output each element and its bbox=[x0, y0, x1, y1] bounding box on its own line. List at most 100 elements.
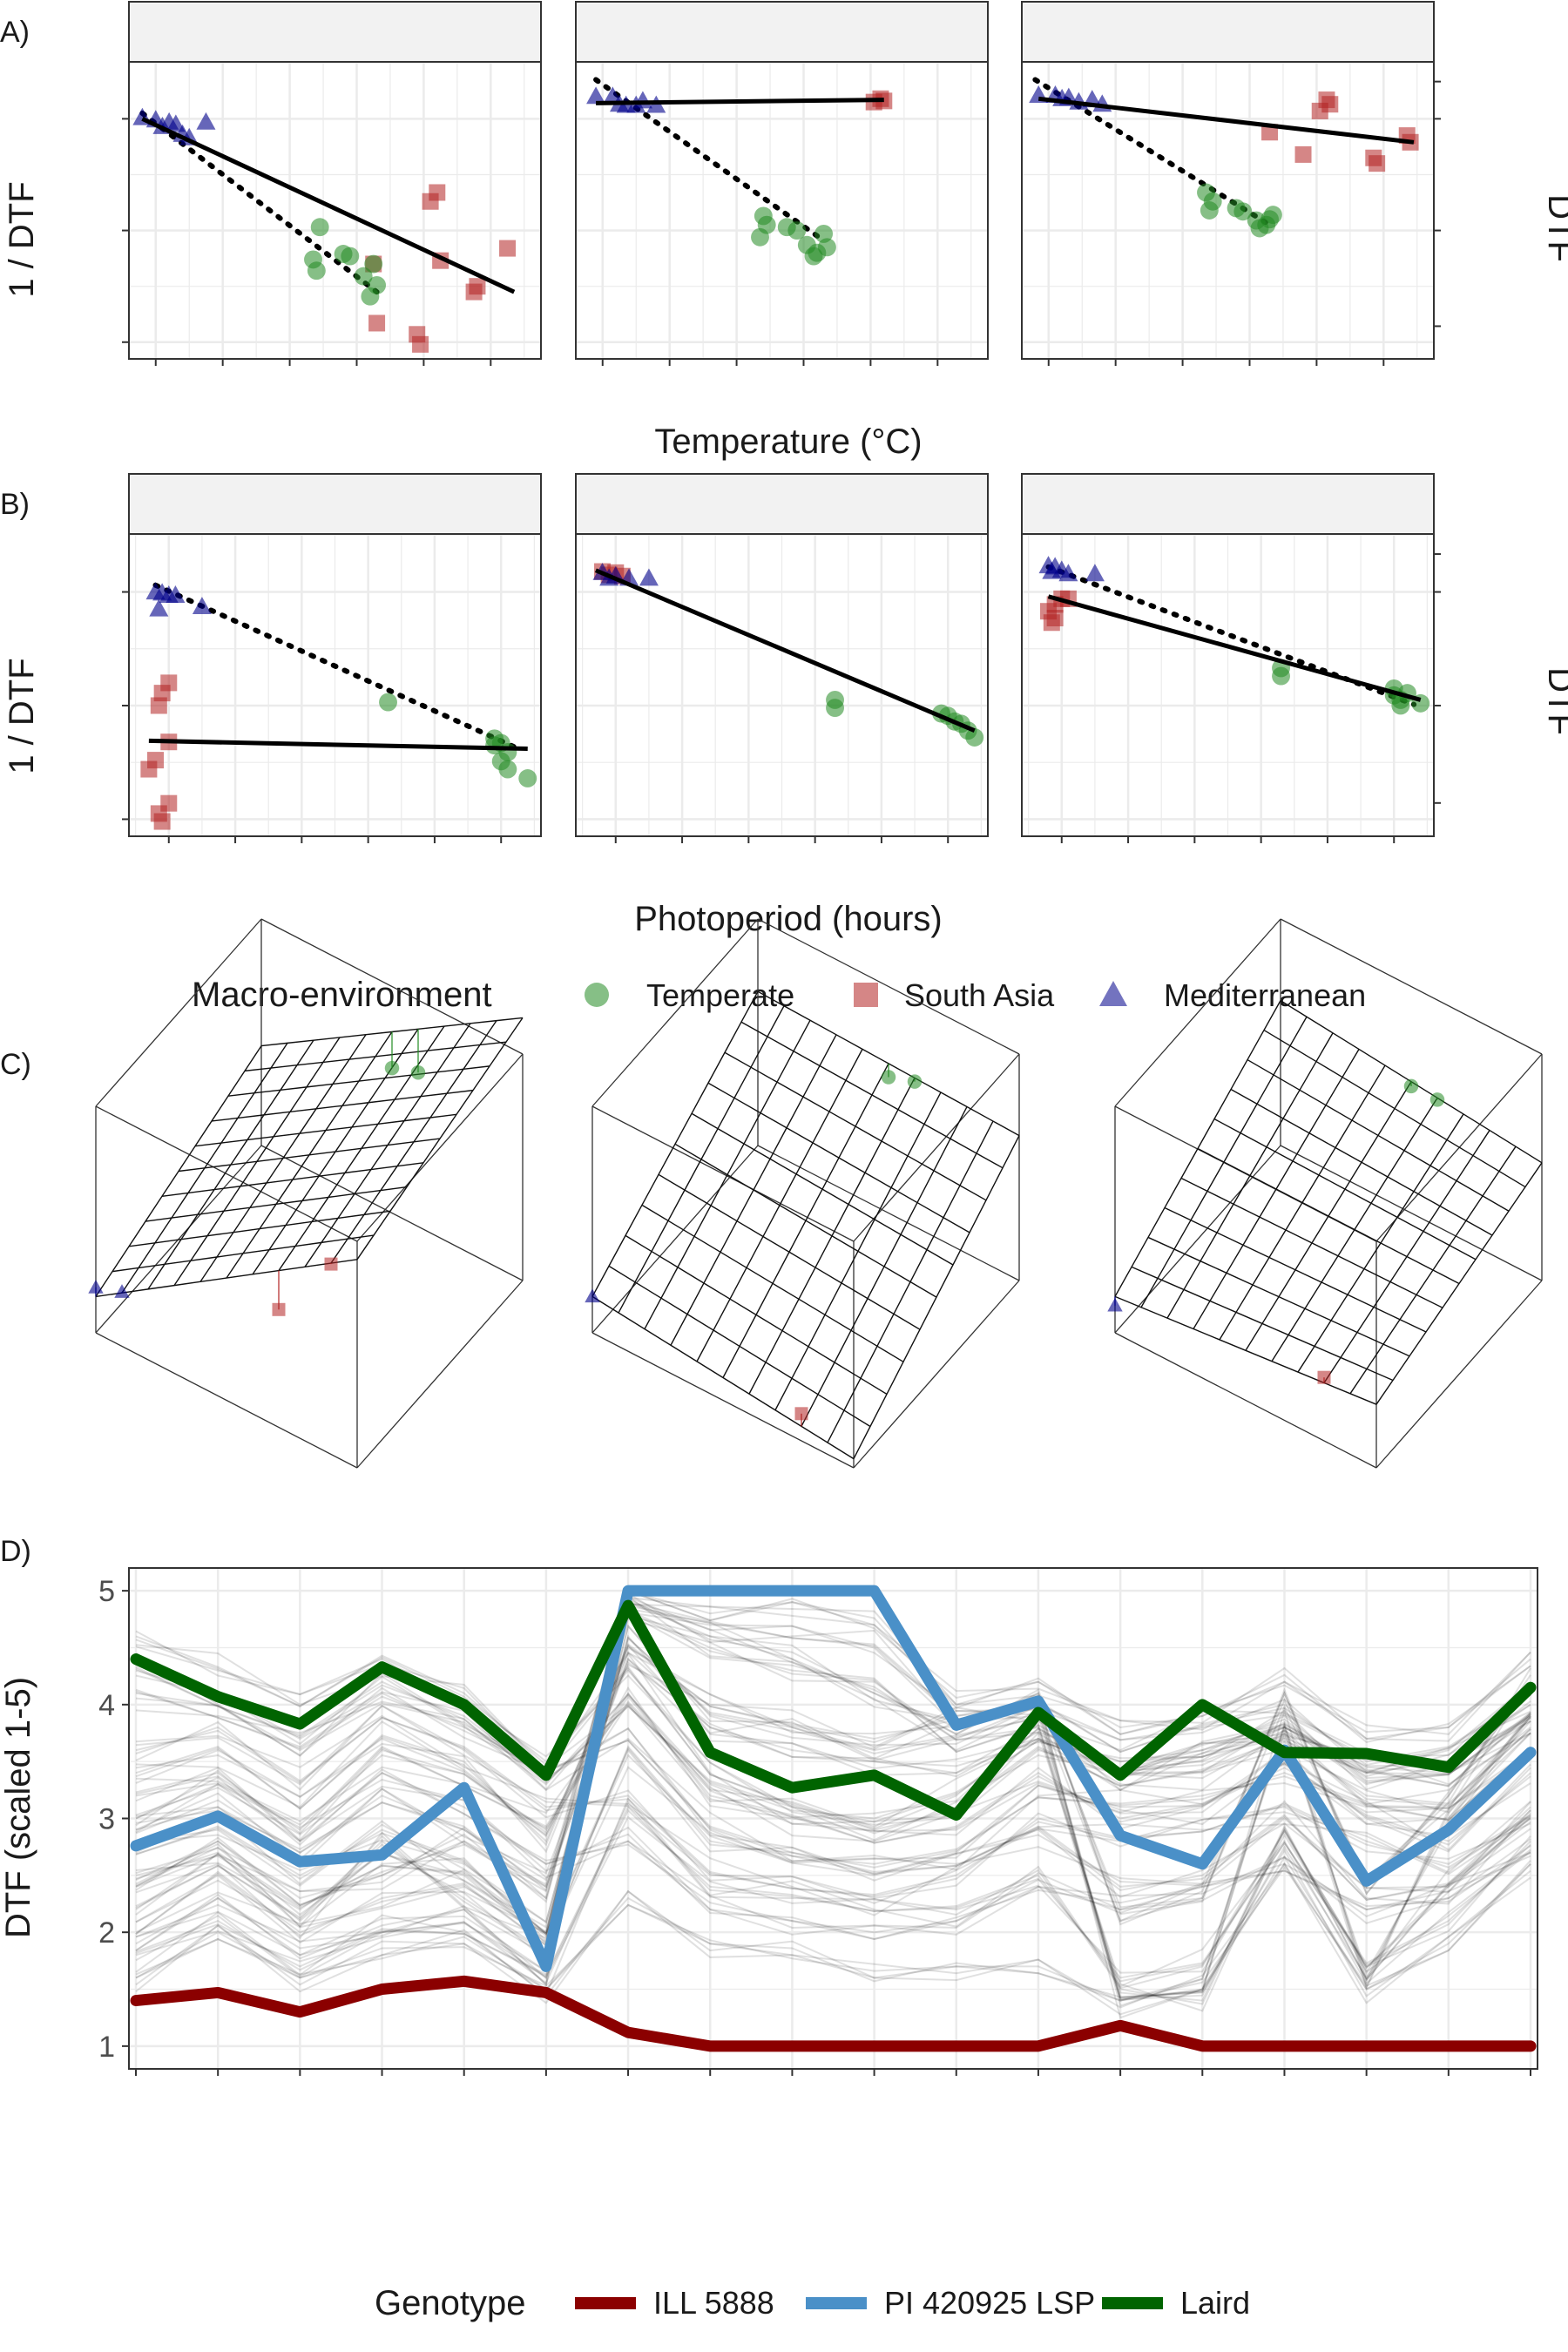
genotype-legend-title: Genotype bbox=[375, 2284, 525, 2322]
macro-environment-legend-title: Macro-environment bbox=[192, 976, 492, 1014]
panel-a-facet-3-strip bbox=[1021, 1, 1435, 63]
panel-c-facet-1-point-south-asia bbox=[324, 1257, 338, 1271]
panel-d-background-profile bbox=[135, 1646, 1531, 1826]
panel-c-facet-3-point-temperate bbox=[1429, 1092, 1445, 1107]
panel-d-series-3-line bbox=[130, 1599, 1537, 1821]
panel-b-facet-3-border bbox=[1021, 533, 1435, 837]
panel-d-background-profile bbox=[135, 1644, 1531, 1847]
panel-c-facet-3-plane-grid bbox=[1297, 1113, 1464, 1373]
panel-a-facet-1-fit-solid bbox=[141, 117, 516, 294]
panel-b-facet-1-point-south-asia bbox=[153, 813, 171, 830]
panel-a-facet-1-point-temperate bbox=[341, 247, 360, 266]
panel-a-facet-3-fit-dotted bbox=[1032, 77, 1273, 228]
panel-c-facet-1-plane-grid bbox=[178, 1138, 441, 1173]
panel-d-background-profile bbox=[135, 1855, 1531, 1998]
panel-c-facet-2-plane-grid bbox=[724, 1051, 987, 1201]
panel-b-tag: B) bbox=[0, 488, 30, 521]
panel-d-background-profile bbox=[135, 1747, 1531, 1947]
panel-c-facet-1-plane-grid bbox=[244, 1041, 507, 1072]
panel-c-facet-1-plane-grid bbox=[304, 1023, 471, 1267]
legend-south-asia-label: South Asia bbox=[904, 977, 1055, 1013]
panel-b-facet-2-point-temperate bbox=[826, 691, 844, 709]
panel-b-facet-1-point-temperate bbox=[518, 769, 537, 787]
panel-a-tag: A) bbox=[0, 16, 30, 49]
panel-d-background-profile bbox=[135, 1669, 1531, 1830]
panel-d-background-profile bbox=[135, 1589, 1531, 1906]
panel-a-facet-3-fit-solid bbox=[1037, 96, 1415, 145]
panel-a-facet-1-point-mediterranean bbox=[166, 114, 186, 132]
panel-d-background-profile bbox=[135, 1863, 1531, 2002]
panel-d-background-profile bbox=[135, 1862, 1531, 2002]
panel-a-facet-1-point-south-asia bbox=[499, 240, 517, 257]
panel-d-background-profile bbox=[135, 1800, 1531, 1990]
panel-d-background-profile bbox=[135, 1716, 1531, 1896]
panel-d-series-1-line bbox=[130, 1975, 1537, 2052]
panel-a-y-axis-label: 1 / DTF bbox=[3, 181, 41, 297]
panel-d-background-profile bbox=[135, 1772, 1531, 1941]
panel-d-background-profile bbox=[135, 1596, 1531, 1893]
panel-d-background-profile bbox=[135, 1600, 1531, 1987]
panel-d-background-profile bbox=[135, 1714, 1531, 1916]
panel-d-background-profile bbox=[135, 1600, 1531, 1980]
panel-d-tag: D) bbox=[0, 1535, 31, 1568]
panel-c-facet-1-point-south-asia bbox=[272, 1302, 286, 1316]
panel-c-facet-1-plane-grid bbox=[330, 1020, 497, 1264]
legend-mediterranean-label: Mediterranean bbox=[1164, 977, 1366, 1013]
panel-c-facet-1-box-edge bbox=[356, 1280, 524, 1469]
panel-c-facet-2-plane-grid bbox=[674, 1143, 937, 1298]
panel-c-facet-2-box-edge bbox=[591, 918, 759, 1107]
panel-a-facet-3-border bbox=[1021, 61, 1435, 360]
panel-b-facet-2-strip bbox=[575, 473, 989, 535]
panel-c-facet-2-plane-grid bbox=[827, 1120, 994, 1443]
panel-d-background-profile bbox=[135, 1778, 1531, 1936]
panel-c-facet-3-point-temperate bbox=[1403, 1078, 1419, 1094]
panel-a-facet-1-point-south-asia bbox=[469, 278, 486, 295]
panel-c-facet-2-plane-grid bbox=[853, 1135, 1020, 1459]
panel-c-facet-2-plane-grid bbox=[691, 1112, 954, 1266]
panel-b-facet-3-point-mediterranean bbox=[1085, 564, 1105, 582]
panel-a-y2-axis-label: DTF bbox=[1541, 194, 1568, 262]
panel-c-facet-3-plane-grid bbox=[1213, 1118, 1477, 1260]
panel-a-facet-3-point-temperate bbox=[1250, 219, 1269, 238]
panel-d-background-profile bbox=[135, 1674, 1531, 1819]
panel-c-facet-2-point-temperate bbox=[907, 1074, 923, 1089]
panel-b-facet-1-point-south-asia bbox=[147, 752, 165, 769]
panel-d-y-tick-label: 1 bbox=[98, 2031, 115, 2064]
panel-a-facet-3-point-temperate bbox=[1263, 206, 1282, 225]
panel-a-facet-1-point-mediterranean bbox=[196, 112, 216, 130]
panel-b-facet-2-fit-solid bbox=[594, 568, 976, 733]
panel-d-background-profile bbox=[135, 1643, 1531, 1889]
panel-c-facet-3-box-edge bbox=[1280, 1145, 1543, 1281]
legend-ill5888-label: ILL 5888 bbox=[653, 2285, 774, 2321]
panel-b-facet-2-point-mediterranean bbox=[639, 568, 659, 586]
panel-c-facet-2-plane-grid bbox=[748, 1078, 916, 1395]
panel-c-facet-2-box-edge bbox=[591, 1332, 855, 1469]
panel-b-facet-1-point-mediterranean bbox=[192, 597, 212, 615]
panel-c-facet-1-plane-grid bbox=[227, 1065, 490, 1097]
panel-a-facet-1-border bbox=[128, 61, 542, 360]
panel-c-facet-1-point-mediterranean bbox=[114, 1284, 130, 1298]
panel-d-background-profile bbox=[135, 1772, 1531, 1934]
panel-a-facet-2-point-temperate bbox=[787, 221, 807, 240]
panel-b-facet-1-fit-solid bbox=[148, 738, 528, 752]
panel-d-background-profile bbox=[135, 1748, 1531, 1944]
panel-a-facet-2-point-temperate bbox=[757, 215, 776, 234]
panel-a-facet-1-point-temperate bbox=[310, 218, 329, 237]
panel-d-background-profile bbox=[135, 1612, 1531, 2001]
panel-d-series-2-line bbox=[130, 1585, 1537, 1972]
legend-mediterranean-triangle-icon bbox=[1099, 981, 1127, 1006]
panel-c-facet-2-box-edge bbox=[853, 1280, 1020, 1469]
genotype-legend: Genotype ILL 5888 PI 420925 LSP Laird bbox=[375, 2284, 1250, 2322]
panel-c-facet-1-point-mediterranean bbox=[88, 1280, 104, 1294]
panel-d-background-profile bbox=[135, 1667, 1531, 1823]
panel-d-background-profile bbox=[135, 1745, 1531, 1947]
panel-d-background-profile bbox=[135, 1769, 1531, 1936]
panel-d-y-tick-label: 2 bbox=[98, 1916, 115, 1950]
panel-a-facet-2-fit-solid bbox=[596, 98, 884, 105]
panel-d-background-profile bbox=[135, 1608, 1531, 2005]
panel-d-background-profile bbox=[135, 1646, 1531, 1854]
panel-d-background-profile bbox=[135, 1652, 1531, 1828]
panel-c-facet-3-plane-grid bbox=[1271, 1097, 1438, 1362]
panel-d-background-profile bbox=[135, 1805, 1531, 1983]
